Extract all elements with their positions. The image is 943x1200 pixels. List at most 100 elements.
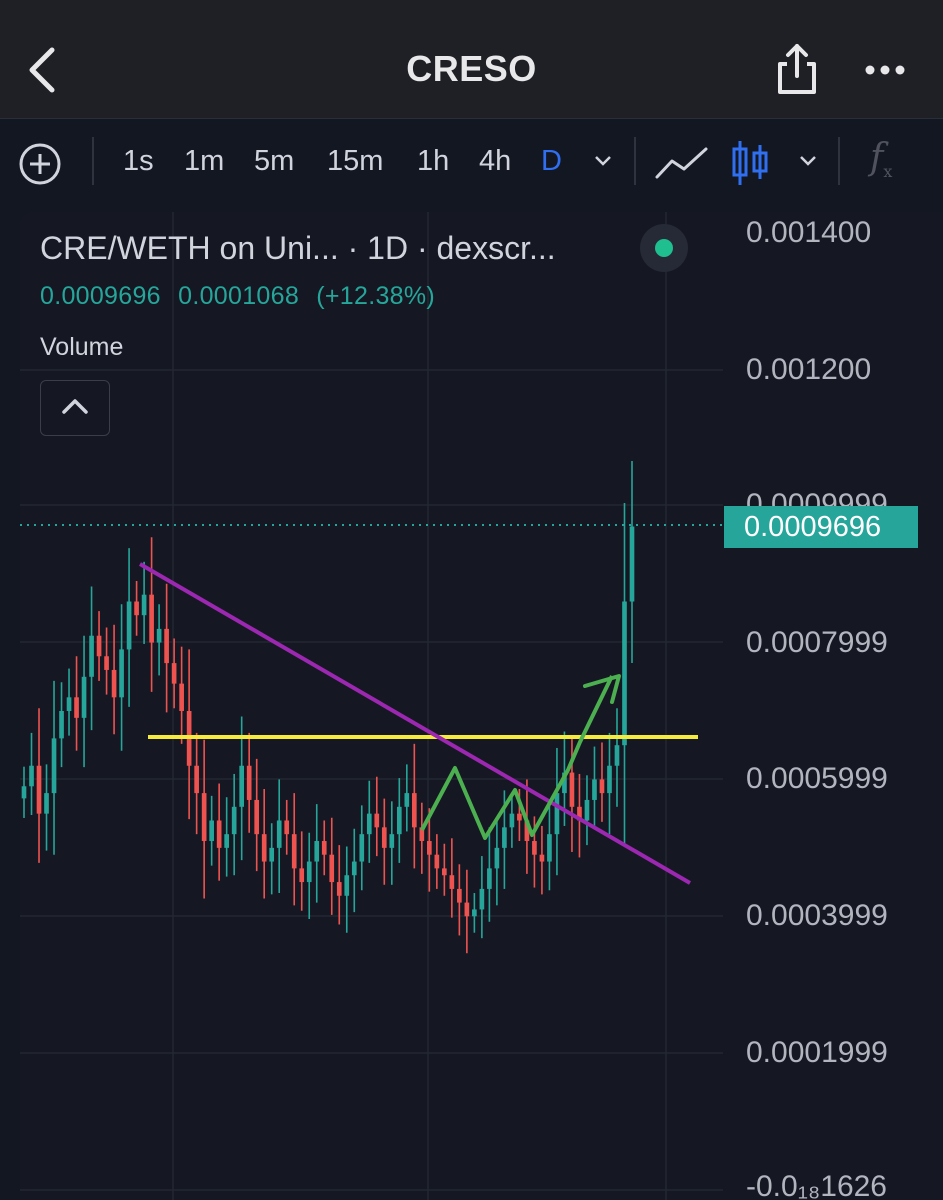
candle-up [59, 711, 64, 739]
candle-down [171, 663, 177, 684]
candle-down [524, 820, 530, 842]
candle-up [472, 909, 477, 917]
candle-up [66, 697, 72, 711]
candle-up [314, 841, 320, 862]
candle-up [487, 868, 492, 889]
interval-1s[interactable]: 1s [123, 145, 154, 177]
candle-down [134, 601, 139, 616]
candle-up [592, 779, 597, 800]
candle-down [194, 765, 199, 794]
chevron-left-icon[interactable] [22, 44, 66, 96]
candle-up [21, 786, 27, 799]
candle-down [336, 882, 342, 896]
candle-down [539, 854, 545, 862]
candle-up [614, 745, 620, 766]
candle-down [284, 820, 290, 835]
candle-up [89, 635, 94, 677]
candle-down [464, 902, 470, 917]
more-horizontal-icon[interactable] [862, 58, 908, 82]
candle-up [126, 601, 132, 650]
projection-arrowhead [583, 674, 621, 704]
legend-change-abs: 0.0001068 [178, 282, 300, 310]
candle-up [359, 834, 365, 862]
candle-down [449, 875, 455, 889]
candle-up [584, 799, 590, 821]
price-axis-label: 0.001200 [746, 353, 872, 386]
price-axis-label: -0.0₁₈1626 [746, 1170, 887, 1200]
candle-down [74, 697, 79, 718]
top-header: CRESO [0, 0, 943, 118]
candle-down [411, 793, 417, 828]
candle-up [344, 875, 350, 896]
candle-up [239, 765, 245, 807]
candle-up [81, 676, 87, 718]
candle-down [201, 793, 207, 842]
toolbar-divider [838, 137, 840, 185]
candle-up [119, 649, 124, 698]
candle-down [261, 834, 267, 862]
candlestick-icon[interactable] [730, 139, 770, 187]
legend-change-pct: (+12.38%) [316, 282, 436, 310]
candle-up [306, 861, 312, 883]
candle-up [479, 888, 485, 910]
candle-down [104, 656, 109, 670]
plus-circle-icon[interactable] [18, 142, 62, 186]
page-title: CRESO [406, 48, 537, 89]
chart-legend-values: 0.0009696 0.0001068 (+12.38%) [40, 282, 445, 311]
interval-d[interactable]: D [541, 145, 562, 177]
line-chart-icon[interactable] [654, 143, 710, 183]
price-axis-label: 0.0001999 [746, 1036, 888, 1069]
candle-up [231, 806, 237, 835]
candle-up [209, 820, 214, 842]
candle-down [517, 813, 522, 821]
interval-5m[interactable]: 5m [254, 145, 295, 177]
candle-up [156, 628, 162, 643]
indicators-fx-icon[interactable]: fx [870, 137, 893, 182]
chart-type-chevron-down-icon[interactable] [797, 151, 819, 171]
candle-up [509, 813, 515, 828]
candle-down [291, 834, 297, 869]
candle-down [96, 635, 102, 657]
legend-last-price: 0.0009696 [40, 282, 161, 310]
candle-down [599, 779, 605, 794]
candle-up [396, 806, 402, 835]
chart-legend-title: CRE/WETH on Uni... · 1D · dexscr... [40, 230, 556, 266]
candle-up [629, 526, 635, 602]
candle-down [532, 841, 537, 855]
candle-up [494, 847, 500, 869]
projection-path [420, 675, 614, 840]
candle-down [442, 868, 447, 876]
candle-down [111, 669, 117, 698]
candle-up [366, 813, 372, 835]
toolbar-divider [92, 137, 94, 185]
candle-up [44, 793, 49, 814]
candle-down [36, 765, 42, 814]
candle-up [141, 594, 147, 616]
chevron-up-icon[interactable] [40, 380, 110, 436]
volume-indicator-label[interactable]: Volume [40, 333, 124, 361]
candle-down [149, 594, 154, 643]
interval-1h[interactable]: 1h [417, 145, 450, 177]
live-dot-icon [655, 239, 673, 257]
candle-up [269, 847, 275, 862]
candle-down [299, 868, 305, 883]
price-axis-label: 0.0003999 [746, 899, 888, 932]
candle-down [329, 854, 335, 883]
candle-down [374, 813, 380, 828]
interval-1m[interactable]: 1m [184, 145, 225, 177]
candle-up [562, 772, 567, 794]
interval-4h[interactable]: 4h [479, 145, 512, 177]
interval-15m[interactable]: 15m [327, 145, 384, 177]
share-icon[interactable] [774, 42, 820, 96]
candle-up [404, 793, 410, 807]
price-axis-label: 0.0005999 [746, 762, 888, 795]
candle-up [622, 601, 627, 746]
candle-up [547, 834, 552, 862]
candle-down [381, 827, 387, 848]
candle-down [216, 820, 222, 848]
interval-dropdown-chevron-down-icon[interactable] [592, 151, 614, 171]
candle-up [224, 834, 229, 848]
candle-down [179, 683, 184, 711]
